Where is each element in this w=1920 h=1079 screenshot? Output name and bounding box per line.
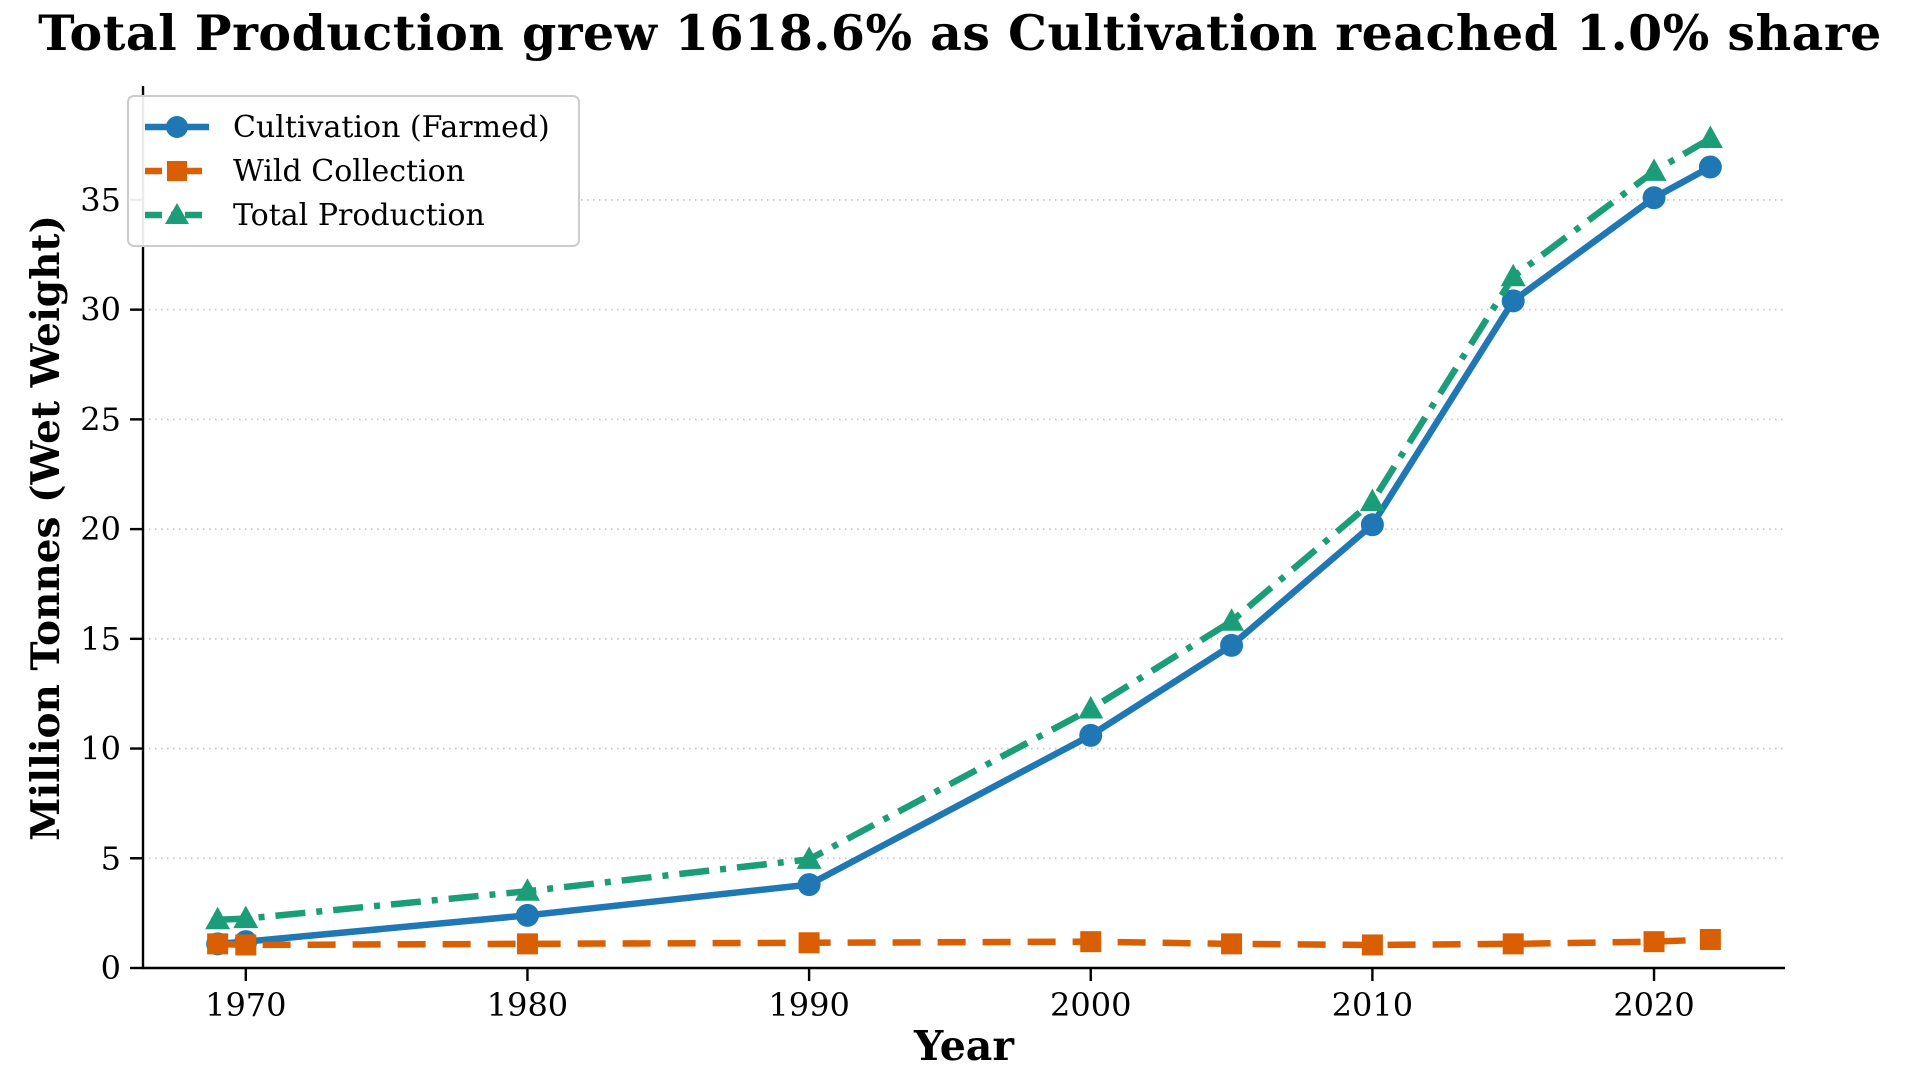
y-axis-tick-label: 25 <box>80 400 121 438</box>
series-total-production-point <box>1359 488 1385 512</box>
x-axis-label: Year <box>914 1022 1014 1070</box>
series-total-production-point <box>1641 158 1667 181</box>
series-wild-collection-point <box>207 933 229 955</box>
series-total-production-point <box>514 878 540 901</box>
series-cultivation-farmed-point <box>1360 513 1384 537</box>
x-axis-tick-label: 1970 <box>205 986 286 1024</box>
y-axis-tick-label: 15 <box>80 620 121 658</box>
legend-item-cultivation-farmed: Cultivation (Farmed) <box>143 105 550 149</box>
series-wild-collection-point <box>1699 928 1721 950</box>
series-total-production-point <box>233 905 259 929</box>
legend-item-wild-collection: Wild Collection <box>143 149 550 193</box>
y-axis-tick-label: 35 <box>80 181 121 219</box>
y-axis-tick-label: 10 <box>80 730 121 768</box>
series-wild-collection-point <box>1080 931 1102 953</box>
series-wild-collection-point <box>1502 933 1524 955</box>
series-wild-collection-point <box>1361 934 1383 956</box>
legend-label: Wild Collection <box>233 153 466 189</box>
series-total-production-line <box>217 135 1713 923</box>
legend-label: Cultivation (Farmed) <box>233 109 550 145</box>
x-axis-tick-label: 2000 <box>1050 986 1131 1024</box>
series-cultivation-farmed-point <box>1642 186 1666 210</box>
square-marker-sample-icon <box>145 161 209 181</box>
series-wild-collection-line <box>217 936 1711 949</box>
x-axis-tick-label: 2010 <box>1332 986 1413 1024</box>
y-axis-tick-label: 5 <box>101 839 121 877</box>
x-axis-tick-label: 2020 <box>1613 986 1694 1024</box>
y-axis-tick-label: 20 <box>80 510 121 548</box>
series-cultivation-farmed-point <box>1501 289 1525 313</box>
series-cultivation-farmed-point <box>1220 633 1244 657</box>
series-total-production-point <box>1078 696 1104 719</box>
circle-marker-sample-icon <box>145 116 209 138</box>
series-cultivation-farmed-point <box>1698 155 1722 179</box>
series-wild-collection-point <box>235 934 257 956</box>
chart-title: Total Production grew 1618.6% as Cultiva… <box>38 4 1882 62</box>
triangle-marker-sample-icon <box>145 203 209 224</box>
series-cultivation-farmed-point <box>797 873 821 897</box>
series-total-production-point <box>1219 608 1245 631</box>
series-wild-collection-point <box>1221 933 1243 955</box>
legend-label: Total Production <box>233 197 485 233</box>
x-axis-tick-label: 1980 <box>487 986 568 1024</box>
series-wild-collection-point <box>516 933 538 955</box>
series-cultivation-farmed-point <box>515 903 539 927</box>
series-total-production-point <box>796 846 822 869</box>
x-axis-tick-label: 1990 <box>768 986 849 1024</box>
legend: Cultivation (Farmed) Wild Collection Total… <box>127 95 580 247</box>
series-cultivation-farmed-line <box>217 164 1712 948</box>
y-axis-label: Million Tonnes (Wet Weight) <box>23 215 69 841</box>
series-total-production-point <box>1697 125 1723 148</box>
series-wild-collection-point <box>798 932 820 954</box>
series-cultivation-farmed-point <box>1079 723 1103 747</box>
series-total-production-point <box>205 906 231 930</box>
series-total-production-point <box>1500 263 1526 287</box>
legend-item-total-production: Total Production <box>143 193 550 237</box>
y-axis-tick-label: 0 <box>101 949 121 987</box>
y-axis-tick-label: 30 <box>80 291 121 329</box>
series-wild-collection-point <box>1643 931 1665 953</box>
